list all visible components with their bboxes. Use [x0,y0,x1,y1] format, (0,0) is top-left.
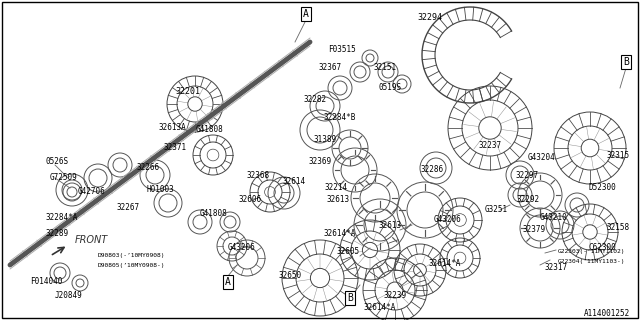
Text: 32289: 32289 [46,229,69,238]
Text: G41808: G41808 [199,209,227,218]
Text: 32613: 32613 [378,220,401,229]
Text: G3251: G3251 [484,205,508,214]
Text: 32613A: 32613A [158,124,186,132]
Text: G43210: G43210 [539,213,567,222]
Text: A114001252: A114001252 [584,309,630,318]
Text: B: B [347,293,353,303]
Text: 32286: 32286 [420,165,444,174]
Text: 32369: 32369 [308,157,332,166]
Text: 31389: 31389 [314,135,337,145]
Text: 32294: 32294 [417,13,442,22]
Text: 32266: 32266 [136,164,159,172]
Text: A: A [225,277,231,287]
Text: D90803(-’10MY0908): D90803(-’10MY0908) [98,252,166,258]
Text: 32317: 32317 [545,263,568,273]
Text: 32292: 32292 [516,196,540,204]
Text: 32214: 32214 [324,183,348,193]
Text: 0519S: 0519S [378,84,401,92]
Text: F03515: F03515 [328,45,356,54]
Text: 32371: 32371 [163,143,187,153]
Text: C62300: C62300 [588,244,616,252]
Text: 32239: 32239 [383,291,406,300]
Text: G41808: G41808 [196,125,224,134]
Text: A: A [303,9,309,19]
Text: 32367: 32367 [319,63,342,73]
Text: 32614*A: 32614*A [364,303,396,313]
Text: 32282: 32282 [303,95,326,105]
Text: 32614: 32614 [282,178,305,187]
Text: G43206: G43206 [433,215,461,225]
Text: 32613: 32613 [326,196,349,204]
Text: B: B [623,57,629,67]
Text: 32297: 32297 [515,171,539,180]
Text: G72509: G72509 [50,173,77,182]
Text: D52300: D52300 [588,183,616,193]
Text: 32237: 32237 [479,140,502,149]
Text: G22304(’11MY1103-): G22304(’11MY1103-) [558,260,625,265]
Text: 32614*A: 32614*A [324,228,356,237]
Text: 32151: 32151 [373,63,397,73]
Text: 32201: 32201 [175,87,200,97]
Text: J20849: J20849 [55,291,83,300]
Text: G22303(-’11MY1102): G22303(-’11MY1102) [558,250,625,254]
Text: 32315: 32315 [607,150,630,159]
Text: 32605: 32605 [337,247,360,257]
Text: 32650: 32650 [278,270,301,279]
Text: G43206: G43206 [228,244,256,252]
Text: 32158: 32158 [607,223,630,233]
Text: 32614*A: 32614*A [429,259,461,268]
Text: F014040: F014040 [30,277,62,286]
Text: 32606: 32606 [239,196,262,204]
Text: 0526S: 0526S [45,157,68,166]
Text: FRONT: FRONT [75,235,108,245]
Text: 32267: 32267 [116,204,140,212]
Text: 32284*B: 32284*B [324,114,356,123]
Text: 32379: 32379 [522,226,545,235]
Text: G42706: G42706 [78,188,106,196]
Text: 32368: 32368 [246,172,269,180]
Text: 32284*A: 32284*A [46,213,78,222]
Text: H01003: H01003 [146,186,174,195]
Text: D90805(’10MY0908-): D90805(’10MY0908-) [98,262,166,268]
Text: G43204: G43204 [527,154,555,163]
